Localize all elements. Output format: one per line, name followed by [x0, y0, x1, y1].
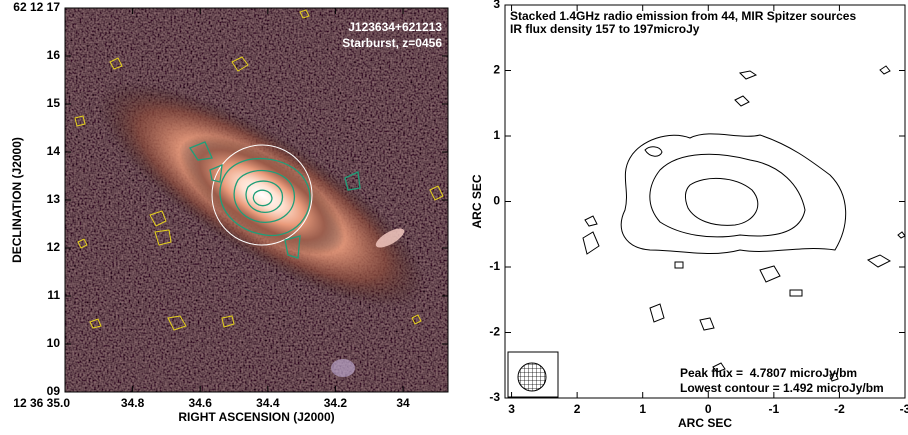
- x-tick-label: -1: [769, 402, 780, 416]
- contour: [645, 147, 662, 156]
- annotation: Starburst, z=0456: [342, 36, 442, 50]
- x-tick-label: 34.4: [256, 396, 280, 410]
- y-axis-label: DECLINATION (J2000): [10, 137, 24, 263]
- y-tick-label: 11: [47, 288, 60, 302]
- image-content: [65, 8, 455, 392]
- y-tick-label: -2: [489, 325, 500, 339]
- contour: [898, 232, 905, 238]
- y-tick-label: 62 12 17: [13, 0, 60, 14]
- contour: [760, 266, 780, 282]
- contour: [740, 71, 756, 79]
- x-tick-label: 2: [574, 402, 581, 416]
- contour: [790, 290, 802, 296]
- x-tick-label: 34.8: [121, 396, 145, 410]
- annotation: Peak flux = 4.7807 microJy/bm: [680, 366, 857, 380]
- contour: [868, 255, 890, 267]
- contour: [735, 96, 749, 106]
- y-tick-label: 15: [47, 96, 61, 110]
- x-tick-label: -3: [900, 402, 908, 416]
- contour: [675, 262, 683, 268]
- annotation: Lowest contour = 1.492 microJy/bm: [680, 381, 884, 395]
- y-tick-label: -3: [489, 390, 500, 404]
- y-tick-label: 3: [493, 0, 500, 11]
- y-tick-label: 14: [47, 144, 61, 158]
- chart-subtitle: IR flux density 157 to 197microJy: [510, 22, 700, 36]
- y-tick-label: 2: [493, 63, 500, 77]
- y-tick-label: 13: [47, 192, 61, 206]
- contour: [700, 318, 714, 330]
- y-tick-label: 12: [47, 240, 61, 254]
- contour: [650, 154, 805, 237]
- x-tick-label: 34: [396, 396, 410, 410]
- x-tick-label: 34.6: [189, 396, 213, 410]
- contour-panel: [508, 66, 905, 397]
- contour: [650, 304, 664, 322]
- chart-title: Stacked 1.4GHz radio emission from 44, M…: [510, 9, 856, 23]
- y-axis-label: ARC SEC: [470, 174, 484, 228]
- y-tick-label: 16: [47, 48, 61, 62]
- y-tick-label: 1: [493, 128, 500, 142]
- y-tick-label: 10: [47, 336, 61, 350]
- x-tick-label: 0: [705, 402, 712, 416]
- beam: [518, 363, 546, 391]
- contour: [686, 178, 758, 225]
- x-tick-label: 1: [639, 402, 646, 416]
- y-tick-label: 09: [47, 384, 61, 398]
- contour: [585, 216, 597, 226]
- frame: [505, 5, 905, 398]
- blob: [331, 359, 355, 377]
- contour: [880, 66, 890, 74]
- x-tick-label: -2: [834, 402, 845, 416]
- y-tick-label: 0: [493, 194, 500, 208]
- image-panel: [65, 8, 455, 392]
- annotation: J123634+621213: [348, 20, 442, 34]
- x-axis-label: RIGHT ASCENSION (J2000): [178, 410, 334, 424]
- figure: J123634+621213 Starburst, z=0456 12 36 35.…: [0, 0, 908, 435]
- y-tick-label: -1: [489, 259, 500, 273]
- contour: [583, 232, 599, 254]
- x-tick-label: 34.2: [324, 396, 348, 410]
- x-tick-label: 12 36 35.0: [13, 396, 70, 410]
- x-axis-label: ARC SEC: [678, 416, 732, 430]
- x-tick-label: 3: [508, 402, 515, 416]
